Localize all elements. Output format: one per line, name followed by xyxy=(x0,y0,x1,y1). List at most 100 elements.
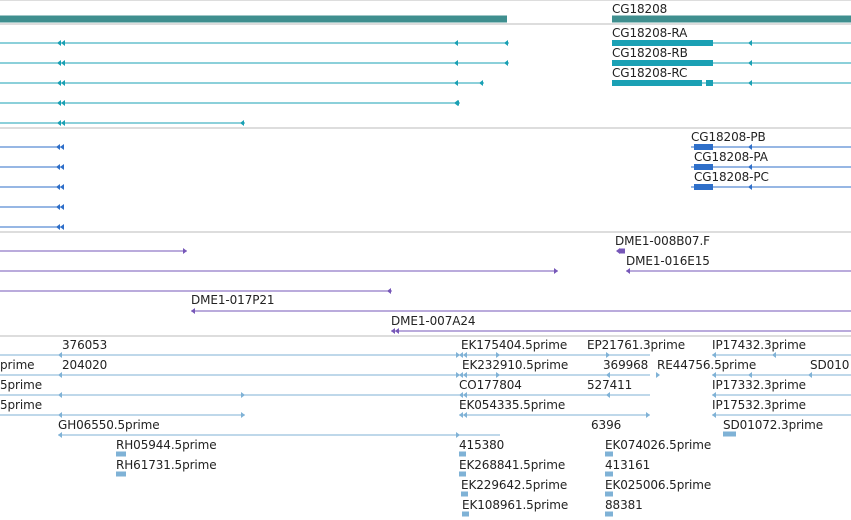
est-label[interactable]: 6396 xyxy=(591,418,622,432)
strand-arrow xyxy=(57,60,61,66)
strand-arrow xyxy=(748,372,752,378)
protein-label-pc[interactable]: CG18208-PC xyxy=(694,170,769,184)
strand-arrow xyxy=(56,224,60,230)
exon-block xyxy=(694,144,713,150)
est-label[interactable]: 376053 xyxy=(62,338,108,352)
est-label[interactable]: 204020 xyxy=(62,358,108,372)
est-label[interactable]: RH05944.5prime xyxy=(116,438,217,452)
strand-arrow xyxy=(58,372,62,378)
strand-arrow xyxy=(56,144,60,150)
exon-block xyxy=(723,431,736,437)
strand-arrow xyxy=(459,352,463,358)
est-label[interactable]: EK232910.5prime xyxy=(462,358,569,372)
transcript-label-rc[interactable]: CG18208-RC xyxy=(612,66,688,80)
est-label[interactable]: RH61731.5prime xyxy=(116,458,217,472)
est-label[interactable]: 5prime xyxy=(0,398,42,412)
gene-label-cg18208[interactable]: CG18208 xyxy=(612,2,668,16)
strand-arrow xyxy=(463,412,467,418)
clone-label-008b07[interactable]: DME1-008B07.F xyxy=(615,234,710,248)
est-label[interactable]: EK175404.5prime xyxy=(461,338,568,352)
strand-arrow xyxy=(496,372,500,378)
strand-arrow xyxy=(58,392,62,398)
strand-arrow xyxy=(712,392,716,398)
strand-arrow xyxy=(60,164,64,170)
est-label[interactable]: IP17332.3prime xyxy=(712,378,806,392)
transcript-label-ra[interactable]: CG18208-RA xyxy=(612,26,688,40)
strand-arrow xyxy=(61,100,65,106)
strand-arrow xyxy=(459,392,463,398)
exon-block xyxy=(605,511,613,517)
est-label[interactable]: CO177804 xyxy=(459,378,522,392)
strand-arrow xyxy=(454,60,458,66)
est-label[interactable]: 5prime xyxy=(0,378,42,392)
est-label[interactable]: EK025006.5prime xyxy=(605,478,712,492)
est-label[interactable]: SD010 xyxy=(810,358,850,372)
strand-arrow xyxy=(61,60,65,66)
exon-block xyxy=(612,60,713,66)
strand-arrow xyxy=(606,352,610,358)
strand-arrow xyxy=(60,224,64,230)
strand-arrow xyxy=(240,120,244,126)
strand-arrow xyxy=(748,80,752,86)
est-label[interactable]: EK229642.5prime xyxy=(461,478,568,492)
est-label[interactable]: EK108961.5prime xyxy=(462,498,569,512)
est-label[interactable]: SD01072.3prime xyxy=(723,418,824,432)
strand-arrow xyxy=(626,268,630,274)
exon-block xyxy=(612,40,713,46)
exon-block xyxy=(116,451,126,457)
strand-arrow xyxy=(387,288,391,294)
strand-arrow xyxy=(463,372,467,378)
strand-arrow xyxy=(554,268,558,274)
est-label[interactable]: prime xyxy=(0,358,35,372)
strand-arrow xyxy=(455,100,459,106)
transcript-label-rb[interactable]: CG18208-RB xyxy=(612,46,688,60)
strand-arrow xyxy=(61,80,65,86)
strand-arrow xyxy=(748,184,752,190)
strand-arrow xyxy=(463,352,467,358)
strand-arrow xyxy=(454,80,458,86)
est-label[interactable]: 369968 xyxy=(603,358,649,372)
est-label[interactable]: EK268841.5prime xyxy=(459,458,566,472)
est-label[interactable]: 415380 xyxy=(459,438,505,452)
strand-arrow xyxy=(56,164,60,170)
strand-arrow xyxy=(183,248,187,254)
strand-arrow xyxy=(241,412,245,418)
strand-arrow xyxy=(57,40,61,46)
exon-block xyxy=(462,511,469,517)
exon-block xyxy=(116,471,126,477)
exon-block xyxy=(605,451,613,457)
strand-arrow xyxy=(712,412,716,418)
clone-label-007a24[interactable]: DME1-007A24 xyxy=(391,314,476,328)
strand-arrow xyxy=(712,372,716,378)
est-label[interactable]: 527411 xyxy=(587,378,633,392)
exon-block xyxy=(459,451,466,457)
est-label[interactable]: IP17532.3prime xyxy=(712,398,806,412)
strand-arrow xyxy=(191,308,195,314)
clone-label-016e15[interactable]: DME1-016E15 xyxy=(626,254,710,268)
protein-label-pa[interactable]: CG18208-PA xyxy=(694,150,768,164)
est-label[interactable]: EK074026.5prime xyxy=(605,438,712,452)
strand-arrow xyxy=(772,352,776,358)
strand-arrow xyxy=(60,204,64,210)
strand-arrow xyxy=(60,144,64,150)
est-label[interactable]: GH06550.5prime xyxy=(58,418,160,432)
strand-arrow xyxy=(456,432,460,438)
est-label[interactable]: 88381 xyxy=(605,498,643,512)
exon-block xyxy=(612,80,702,86)
strand-arrow xyxy=(241,392,245,398)
gene-bar xyxy=(0,15,507,23)
clone-label-017p21[interactable]: DME1-017P21 xyxy=(191,293,275,307)
strand-arrow xyxy=(61,120,65,126)
est-label[interactable]: EK054335.5prime xyxy=(459,398,566,412)
protein-label-pb[interactable]: CG18208-PB xyxy=(691,130,766,144)
est-label[interactable]: 413161 xyxy=(605,458,651,472)
est-label[interactable]: EP21761.3prime xyxy=(587,338,685,352)
strand-arrow xyxy=(60,184,64,190)
est-label[interactable]: RE44756.5prime xyxy=(657,358,757,372)
est-label[interactable]: IP17432.3prime xyxy=(712,338,806,352)
strand-arrow xyxy=(57,80,61,86)
exon-block xyxy=(694,164,713,170)
strand-arrow xyxy=(748,60,752,66)
strand-arrow xyxy=(496,352,500,358)
